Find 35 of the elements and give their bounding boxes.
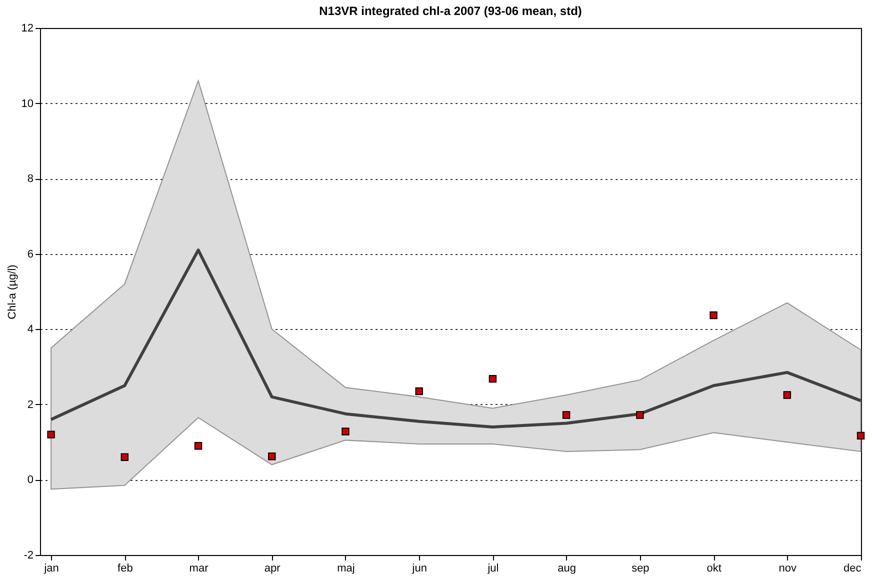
point [710, 311, 718, 320]
y-tick-label: 10 [21, 98, 34, 110]
point [856, 432, 865, 440]
x-tick-label: jul [486, 562, 499, 574]
point [783, 391, 792, 399]
point [636, 411, 644, 419]
point [47, 430, 55, 438]
line-series [50, 248, 862, 429]
point [562, 411, 570, 419]
y-axis-title: Chl-a (µg/l) [6, 264, 18, 320]
x-tick-label: dec [844, 562, 862, 574]
x-tick-label: nov [778, 562, 798, 574]
chart-title: N13VR integrated chl-a 2007 (93-06 mean, std) [319, 4, 582, 18]
point [415, 387, 423, 396]
x-tick-label: mar [189, 562, 209, 574]
point [268, 452, 276, 460]
point [194, 442, 202, 450]
x-tick-label: maj [337, 562, 355, 574]
x-tick-label: sep [632, 562, 650, 574]
y-tick-label: 6 [27, 248, 34, 260]
x-tick-label: feb [118, 562, 133, 574]
y-tick-label: 8 [27, 173, 34, 186]
point [488, 374, 497, 383]
y-tick-label: 0 [27, 474, 34, 486]
y-tick-label: 2 [27, 398, 34, 411]
y-tick-label: -2 [24, 550, 34, 562]
point [342, 428, 350, 436]
x-tick-label: apr [264, 562, 281, 574]
point [120, 453, 129, 461]
x-tick-label: jun [411, 562, 427, 574]
y-tick-label: 12 [21, 22, 34, 34]
x-tick-label: aug [558, 562, 576, 574]
x-tick-label: okt [706, 562, 722, 574]
y-tick-label: 4 [27, 324, 34, 336]
x-tick-label: jan [43, 562, 59, 574]
